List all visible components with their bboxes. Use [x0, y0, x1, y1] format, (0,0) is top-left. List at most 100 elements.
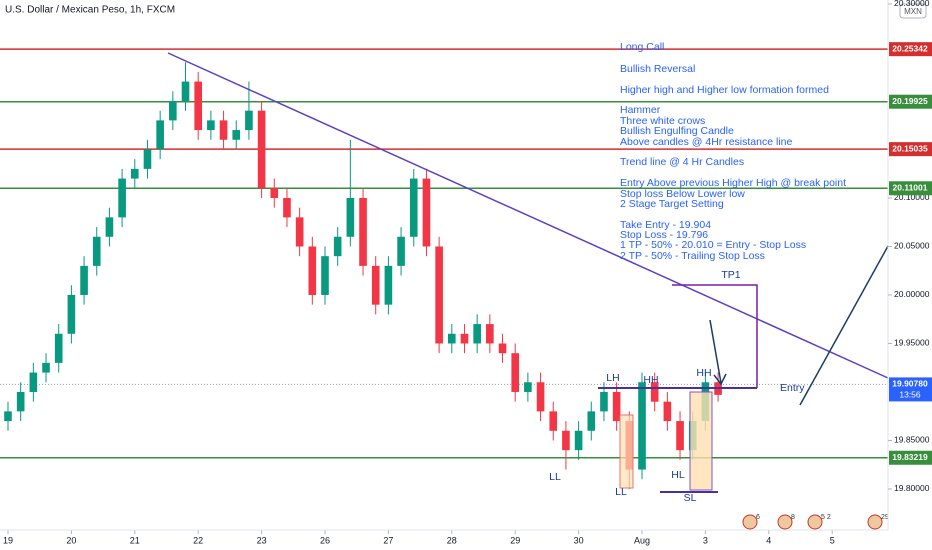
annotation: 1 TP - 50% - 20.010 = Entry - Stop Loss	[620, 239, 806, 251]
y-tick-label: 20.05000	[894, 241, 930, 251]
candle-body	[4, 411, 12, 422]
candle-body	[600, 391, 608, 412]
event-count: 8	[791, 514, 795, 521]
x-tick-label: 3	[703, 535, 708, 545]
annotation: Bullish Engulfing Candle	[620, 125, 734, 137]
price-tag-label: 20.25342	[892, 43, 928, 53]
candle-body	[574, 430, 583, 451]
trend-line	[167, 52, 889, 379]
pattern-label: LL	[615, 486, 627, 498]
pattern-label: TP1	[721, 269, 740, 281]
current-price-tag	[889, 377, 932, 402]
candle-body	[118, 178, 126, 218]
candle-body	[156, 120, 164, 150]
zone-box	[689, 391, 713, 491]
y-tick-label: 19.95000	[894, 338, 930, 348]
annotation: Above candles @ 4Hr resistance line	[620, 136, 792, 148]
event-count: 292	[881, 514, 893, 521]
pattern-label: HL	[671, 469, 685, 481]
candle-body	[511, 353, 520, 392]
candle-body	[283, 197, 291, 218]
annotation: Stop loss Below Lower low	[620, 188, 745, 200]
currency-box	[899, 3, 927, 19]
chart-title: U.S. Dollar / Mexican Peso, 1h, FXCM	[5, 5, 175, 16]
pattern-label: HH	[643, 374, 658, 386]
y-tick-label: 20.30000	[894, 0, 930, 8]
candle-body	[245, 110, 253, 131]
candle-body	[181, 81, 190, 101]
pattern-label: LL	[549, 471, 561, 483]
candle-body	[257, 110, 266, 189]
event-count: 5 2	[821, 514, 831, 521]
candle-body	[460, 333, 469, 344]
price-tag-label: 20.19925	[892, 96, 928, 106]
event-flag	[742, 514, 758, 530]
event-flag	[867, 514, 883, 530]
candle-body	[473, 324, 481, 344]
candle-body	[42, 362, 50, 373]
annotation: Three white crows	[620, 115, 705, 127]
candle-body	[612, 391, 621, 422]
x-tick-label: 19	[3, 535, 13, 545]
candle-body	[232, 130, 241, 140]
axis-background	[888, 0, 932, 550]
candle-body	[219, 120, 228, 140]
candle-body	[308, 246, 317, 295]
pattern-label: HH	[696, 367, 711, 379]
candle-body	[105, 217, 114, 237]
price-tag	[889, 94, 932, 109]
annotation: Trend line @ 4 Hr Candles	[620, 156, 744, 168]
candle-body	[587, 411, 596, 431]
candle-body	[29, 372, 38, 392]
price-tag	[889, 42, 932, 57]
candle-body	[384, 265, 393, 305]
pattern-label: Entry	[780, 382, 805, 394]
candle-body	[371, 265, 380, 305]
zone-box	[619, 414, 634, 489]
x-tick-label: 4	[766, 535, 771, 545]
x-tick-label: 26	[320, 535, 330, 545]
candle-body	[562, 430, 570, 451]
candle-body	[92, 236, 101, 266]
candle-body	[321, 256, 329, 295]
y-tick-label: 19.85000	[894, 435, 930, 445]
event-flag	[777, 514, 793, 530]
candle-body	[422, 178, 431, 247]
annotation: Bullish Reversal	[620, 63, 695, 75]
candle-body	[80, 265, 88, 295]
candle-body	[536, 382, 545, 412]
x-tick-label: 29	[510, 535, 520, 545]
candle-body	[54, 333, 63, 363]
arrow	[709, 319, 722, 384]
x-tick-label: 20	[66, 535, 76, 545]
candle-body	[346, 197, 355, 237]
price-tag	[889, 450, 932, 465]
event-count: 6	[756, 514, 760, 521]
drawings: Long Call Bullish Reversal Higher high and…	[167, 41, 889, 504]
candle-body	[169, 100, 177, 121]
currency: MXN	[904, 7, 922, 16]
candle-body	[333, 236, 342, 257]
candle-body	[295, 217, 304, 247]
x-tick-label: 27	[383, 535, 393, 545]
candle-body	[650, 382, 659, 402]
y-tick-label: 20.10000	[894, 192, 930, 202]
annotation: 2 Stage Target Setting	[620, 198, 724, 210]
annotation: Long Call	[620, 41, 664, 53]
arrow	[799, 245, 889, 406]
annotation: Higher high and Higher low formation for…	[620, 84, 829, 96]
candle-body	[194, 81, 202, 131]
candle-body	[16, 391, 25, 412]
current-price-time: 13:56	[899, 390, 921, 400]
candle-body	[409, 178, 418, 237]
candle-body	[676, 421, 684, 451]
candle-body	[207, 120, 215, 131]
y-tick-label: 20.00000	[894, 289, 930, 299]
candle-body	[397, 236, 405, 266]
candle-body	[67, 294, 76, 334]
x-tick-label: 28	[447, 535, 457, 545]
candle-body	[663, 401, 672, 422]
plot-area: 19 20 21 22 23 26 27 28 29 30 Aug 3 4 5 6 8 5 2 292	[0, 48, 893, 545]
